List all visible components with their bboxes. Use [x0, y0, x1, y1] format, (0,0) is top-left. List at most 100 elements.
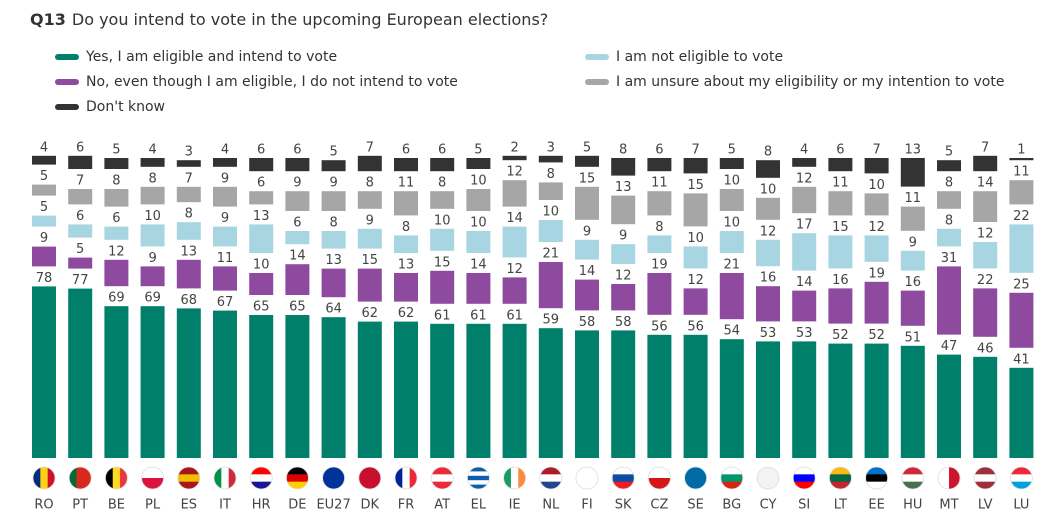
bar-segment	[430, 323, 455, 458]
value-label: 47	[941, 339, 958, 354]
value-label: 9	[293, 176, 301, 191]
value-label: 8	[655, 220, 663, 235]
bar-segment	[140, 158, 165, 167]
bar-segment	[213, 186, 237, 207]
flag-outline	[756, 466, 780, 490]
bar-segment	[285, 264, 310, 295]
x-tick-label: BE	[108, 498, 125, 513]
bar-segment	[249, 273, 274, 295]
flag-stripe	[539, 467, 562, 475]
bar-segment	[357, 268, 382, 302]
value-label: 78	[36, 271, 53, 286]
bar-segment	[575, 155, 599, 167]
x-tick-label: CY	[760, 498, 777, 513]
value-label: 8	[438, 176, 446, 191]
bar-segment	[937, 160, 961, 172]
x-tick-label: HR	[252, 498, 271, 513]
flag-stripe	[539, 474, 562, 483]
x-tick-label: EE	[868, 498, 884, 513]
flag-stripe	[250, 467, 273, 475]
value-label: 4	[800, 143, 808, 158]
value-label: 11	[1013, 165, 1030, 180]
bar-segment	[321, 160, 346, 172]
value-label: 12	[796, 171, 813, 186]
flag-stripe	[720, 481, 743, 489]
bar-segment	[140, 266, 165, 287]
value-label: 15	[687, 178, 704, 193]
value-label: 8	[945, 213, 953, 228]
flag-stripe	[431, 474, 454, 483]
bar-segment	[357, 155, 382, 172]
value-label: 6	[257, 143, 265, 158]
bar-segment	[394, 321, 418, 458]
legend-label: Yes, I am eligible and intend to vote	[85, 49, 337, 65]
value-label: 9	[366, 213, 374, 228]
bar-segment	[937, 191, 961, 209]
value-label: 3	[185, 145, 193, 160]
flag	[865, 467, 888, 489]
value-label: 6	[293, 143, 301, 158]
bar-segment	[828, 158, 853, 172]
value-label: 6	[293, 216, 301, 231]
value-label: 13	[253, 209, 270, 224]
bar-segment	[176, 160, 201, 167]
bar-segment	[285, 191, 310, 211]
bar-segment	[502, 277, 527, 304]
value-label: 19	[868, 266, 885, 281]
value-label: 12	[868, 220, 885, 235]
value-label: 7	[76, 174, 84, 189]
flag	[177, 467, 200, 489]
value-label: 10	[687, 231, 704, 246]
bar-segment	[575, 279, 599, 311]
flag-stripe	[829, 467, 852, 475]
value-label: 13	[181, 244, 198, 259]
bar-segment	[611, 195, 636, 225]
x-tick-label: LU	[1013, 498, 1029, 513]
x-tick-label: LV	[978, 498, 993, 513]
x-tick-label: HU	[903, 498, 922, 513]
value-label: 61	[470, 308, 487, 323]
value-label: 22	[1013, 209, 1030, 224]
question-text: Do you intend to vote in the upcoming Eu…	[72, 10, 548, 29]
flag-stripe	[467, 471, 490, 477]
flag-stripe	[141, 467, 164, 479]
bar-segment	[937, 354, 961, 458]
bar-segment	[104, 259, 129, 287]
bar-segment	[68, 155, 93, 169]
flag-outline	[792, 466, 816, 490]
value-label: 9	[221, 211, 229, 226]
bar-segment	[357, 228, 382, 249]
value-label: 10	[868, 178, 885, 193]
value-label: 56	[651, 319, 668, 334]
bar-segment	[176, 222, 201, 240]
flag-outline	[684, 466, 707, 490]
x-tick-label: CZ	[650, 498, 668, 513]
value-label: 9	[329, 176, 337, 191]
flag	[829, 467, 852, 489]
flag	[105, 467, 128, 489]
flag	[467, 467, 490, 489]
flag	[358, 467, 381, 489]
value-label: 15	[832, 220, 849, 235]
value-label: 7	[872, 143, 880, 158]
value-label: 61	[506, 308, 523, 323]
flag-stripe	[865, 481, 888, 489]
value-label: 6	[76, 140, 84, 155]
value-label: 5	[40, 169, 48, 184]
x-tick-label: BG	[722, 498, 741, 513]
value-label: 8	[945, 176, 953, 191]
value-label: 16	[905, 275, 922, 290]
bar-segment	[140, 306, 165, 458]
x-tick-label: SI	[798, 498, 810, 513]
bar-segment	[466, 273, 491, 304]
value-label: 15	[362, 253, 379, 268]
value-label: 7	[691, 143, 699, 158]
bar-segment	[575, 186, 599, 220]
bar-segment	[973, 288, 998, 337]
bar-segment	[213, 310, 237, 458]
flag-stripe	[141, 478, 164, 489]
value-label: 9	[40, 231, 48, 246]
flag-stripe	[793, 467, 816, 475]
flag-stripe	[974, 481, 997, 489]
value-label: 9	[909, 235, 917, 250]
